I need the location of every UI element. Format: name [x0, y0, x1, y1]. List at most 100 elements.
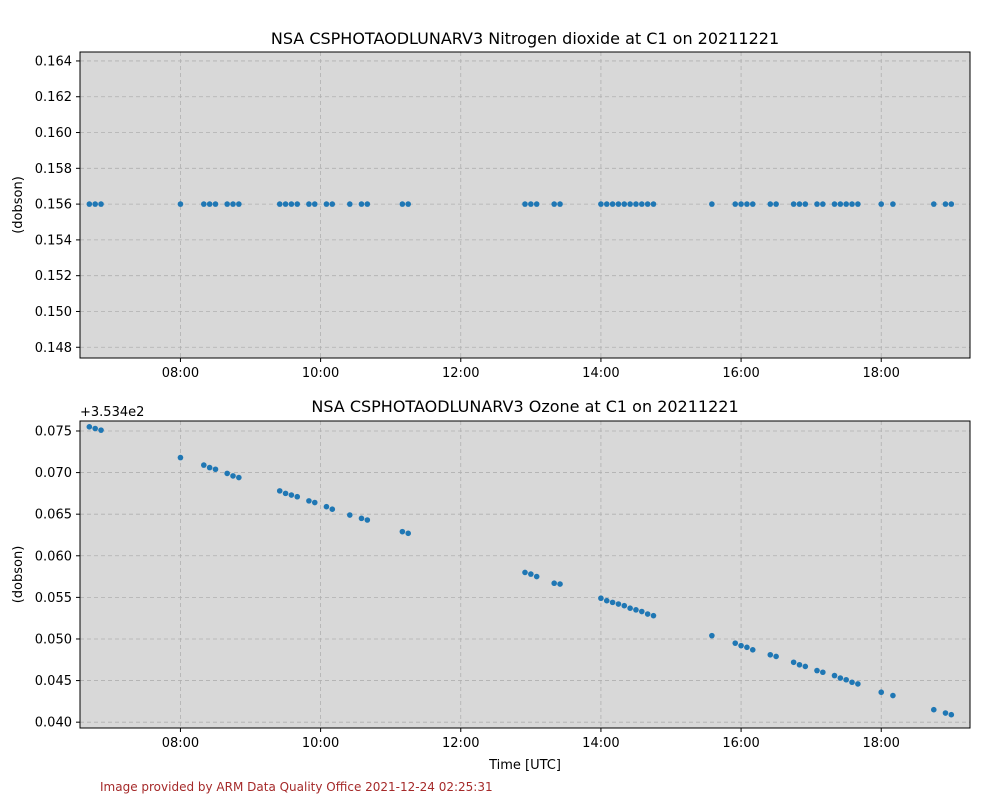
data-point — [551, 580, 557, 587]
y-tick-label: 0.154 — [35, 233, 72, 248]
footer-credit: Image provided by ARM Data Quality Offic… — [100, 780, 493, 794]
data-point — [621, 201, 628, 207]
x-tick-label: 08:00 — [162, 366, 199, 381]
x-axis-label: Time [UTC] — [488, 758, 561, 773]
data-point — [288, 201, 295, 207]
y-tick-label: 0.152 — [35, 269, 72, 284]
data-point — [364, 201, 371, 207]
data-point — [329, 201, 336, 207]
data-point — [878, 689, 885, 696]
data-point — [399, 201, 406, 207]
data-point — [201, 201, 207, 207]
data-point — [820, 669, 826, 676]
data-point — [802, 201, 809, 207]
data-point — [236, 474, 242, 481]
data-point — [92, 201, 98, 207]
data-point — [732, 640, 739, 646]
data-point — [849, 201, 855, 207]
data-point — [282, 490, 289, 497]
data-point — [528, 571, 534, 577]
data-point — [738, 201, 744, 207]
y-tick-label: 0.050 — [35, 632, 72, 647]
data-point — [206, 201, 213, 207]
data-point — [294, 493, 301, 500]
data-point — [598, 201, 604, 207]
x-tick-label: 16:00 — [722, 736, 759, 751]
data-point — [522, 569, 528, 576]
data-point — [557, 581, 563, 587]
data-point — [522, 201, 528, 207]
data-point — [598, 595, 604, 602]
data-point — [749, 201, 756, 207]
data-point — [358, 515, 365, 522]
data-point — [638, 608, 645, 615]
data-point — [276, 201, 283, 207]
data-point — [627, 605, 633, 611]
y-tick-label: 0.158 — [35, 162, 72, 177]
data-point — [177, 201, 184, 207]
data-point — [405, 201, 412, 207]
data-point — [329, 506, 336, 512]
plot-frame — [79, 420, 971, 729]
y-tick-label: 0.045 — [35, 674, 72, 689]
y-tick-label: 0.055 — [35, 591, 72, 606]
data-point — [311, 201, 318, 207]
data-point — [306, 498, 312, 504]
y-tick-label: 0.060 — [35, 549, 72, 564]
data-point — [86, 201, 93, 207]
data-point — [306, 201, 312, 207]
data-point — [732, 201, 739, 207]
y-offset-label: +3.534e2 — [80, 405, 144, 420]
data-point — [767, 651, 774, 658]
data-point — [276, 488, 283, 494]
data-point — [814, 201, 820, 207]
data-point — [98, 201, 104, 207]
data-point — [650, 612, 657, 619]
data-point — [294, 201, 301, 207]
data-point — [399, 528, 406, 535]
data-point — [796, 201, 803, 207]
data-point — [650, 201, 657, 207]
data-point — [843, 201, 849, 207]
data-point — [347, 201, 353, 207]
data-point — [814, 667, 820, 674]
data-point — [177, 454, 184, 461]
data-point — [744, 644, 750, 651]
data-point — [948, 201, 955, 207]
x-tick-label: 14:00 — [582, 736, 619, 751]
chart-title: NSA CSPHOTAODLUNARV3 Nitrogen dioxide at… — [271, 29, 779, 48]
data-point — [323, 503, 330, 510]
data-point — [790, 659, 797, 666]
data-point — [831, 672, 838, 679]
data-point — [633, 201, 639, 207]
data-point — [609, 599, 616, 606]
data-point — [615, 601, 622, 607]
data-point — [98, 427, 104, 433]
data-point — [855, 681, 861, 687]
y-axis-label: (dobson) — [11, 546, 26, 604]
data-point — [627, 201, 633, 207]
data-point — [644, 611, 651, 617]
data-point — [92, 425, 98, 432]
data-point — [837, 201, 844, 207]
data-point — [206, 464, 213, 471]
data-point — [849, 679, 855, 686]
data-point — [638, 201, 645, 207]
y-tick-label: 0.150 — [35, 305, 72, 320]
x-tick-label: 08:00 — [162, 736, 199, 751]
y-tick-label: 0.148 — [35, 341, 72, 356]
plot-frame — [79, 51, 971, 359]
data-point — [837, 675, 844, 681]
data-point — [709, 201, 715, 207]
data-point — [282, 201, 289, 207]
data-point — [749, 646, 756, 653]
data-point — [615, 201, 622, 207]
data-point — [364, 517, 371, 523]
y-axis-label: (dobson) — [11, 176, 26, 234]
x-tick-label: 10:00 — [302, 736, 339, 751]
data-point — [942, 710, 949, 716]
data-point — [738, 642, 744, 649]
data-point — [621, 602, 628, 609]
data-point — [557, 201, 563, 207]
